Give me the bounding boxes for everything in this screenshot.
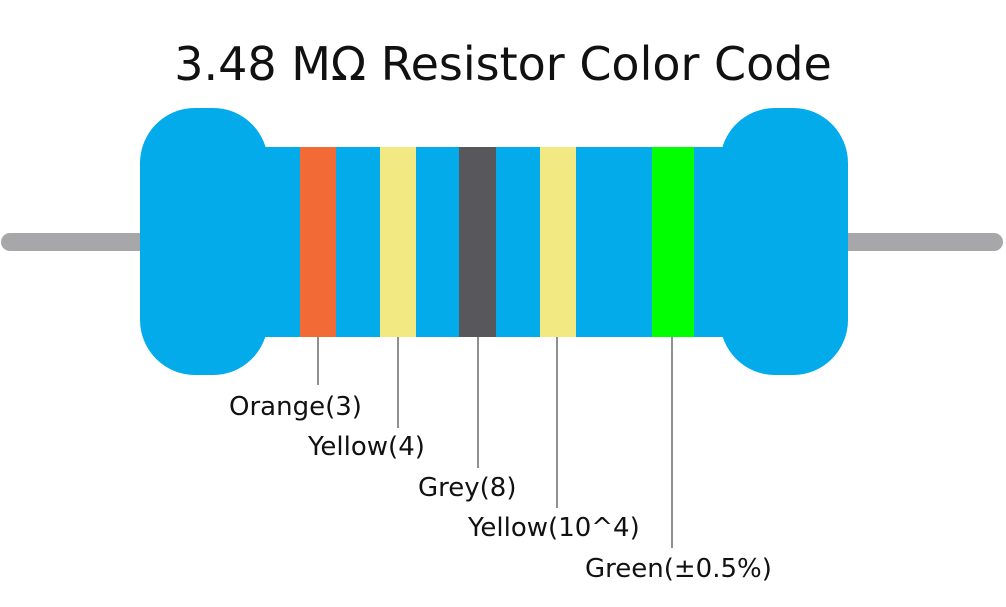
band-label: Green(±0.5%) [585, 554, 772, 584]
band [540, 147, 576, 337]
bands: Orange(3) Yellow(4) Grey(8) Yellow(10^4) Gre… [229, 147, 772, 584]
band-label: Orange(3) [229, 392, 362, 422]
band [652, 147, 694, 337]
cap-left [140, 108, 268, 375]
band-label: Yellow(4) [307, 432, 425, 462]
band-label: Grey(8) [418, 473, 516, 503]
title: 3.48 MΩ Resistor Color Code [174, 37, 832, 91]
band [459, 147, 496, 337]
band-label: Yellow(10^4) [467, 513, 640, 543]
band [300, 147, 336, 337]
band [380, 147, 416, 337]
cap-right [720, 108, 848, 375]
